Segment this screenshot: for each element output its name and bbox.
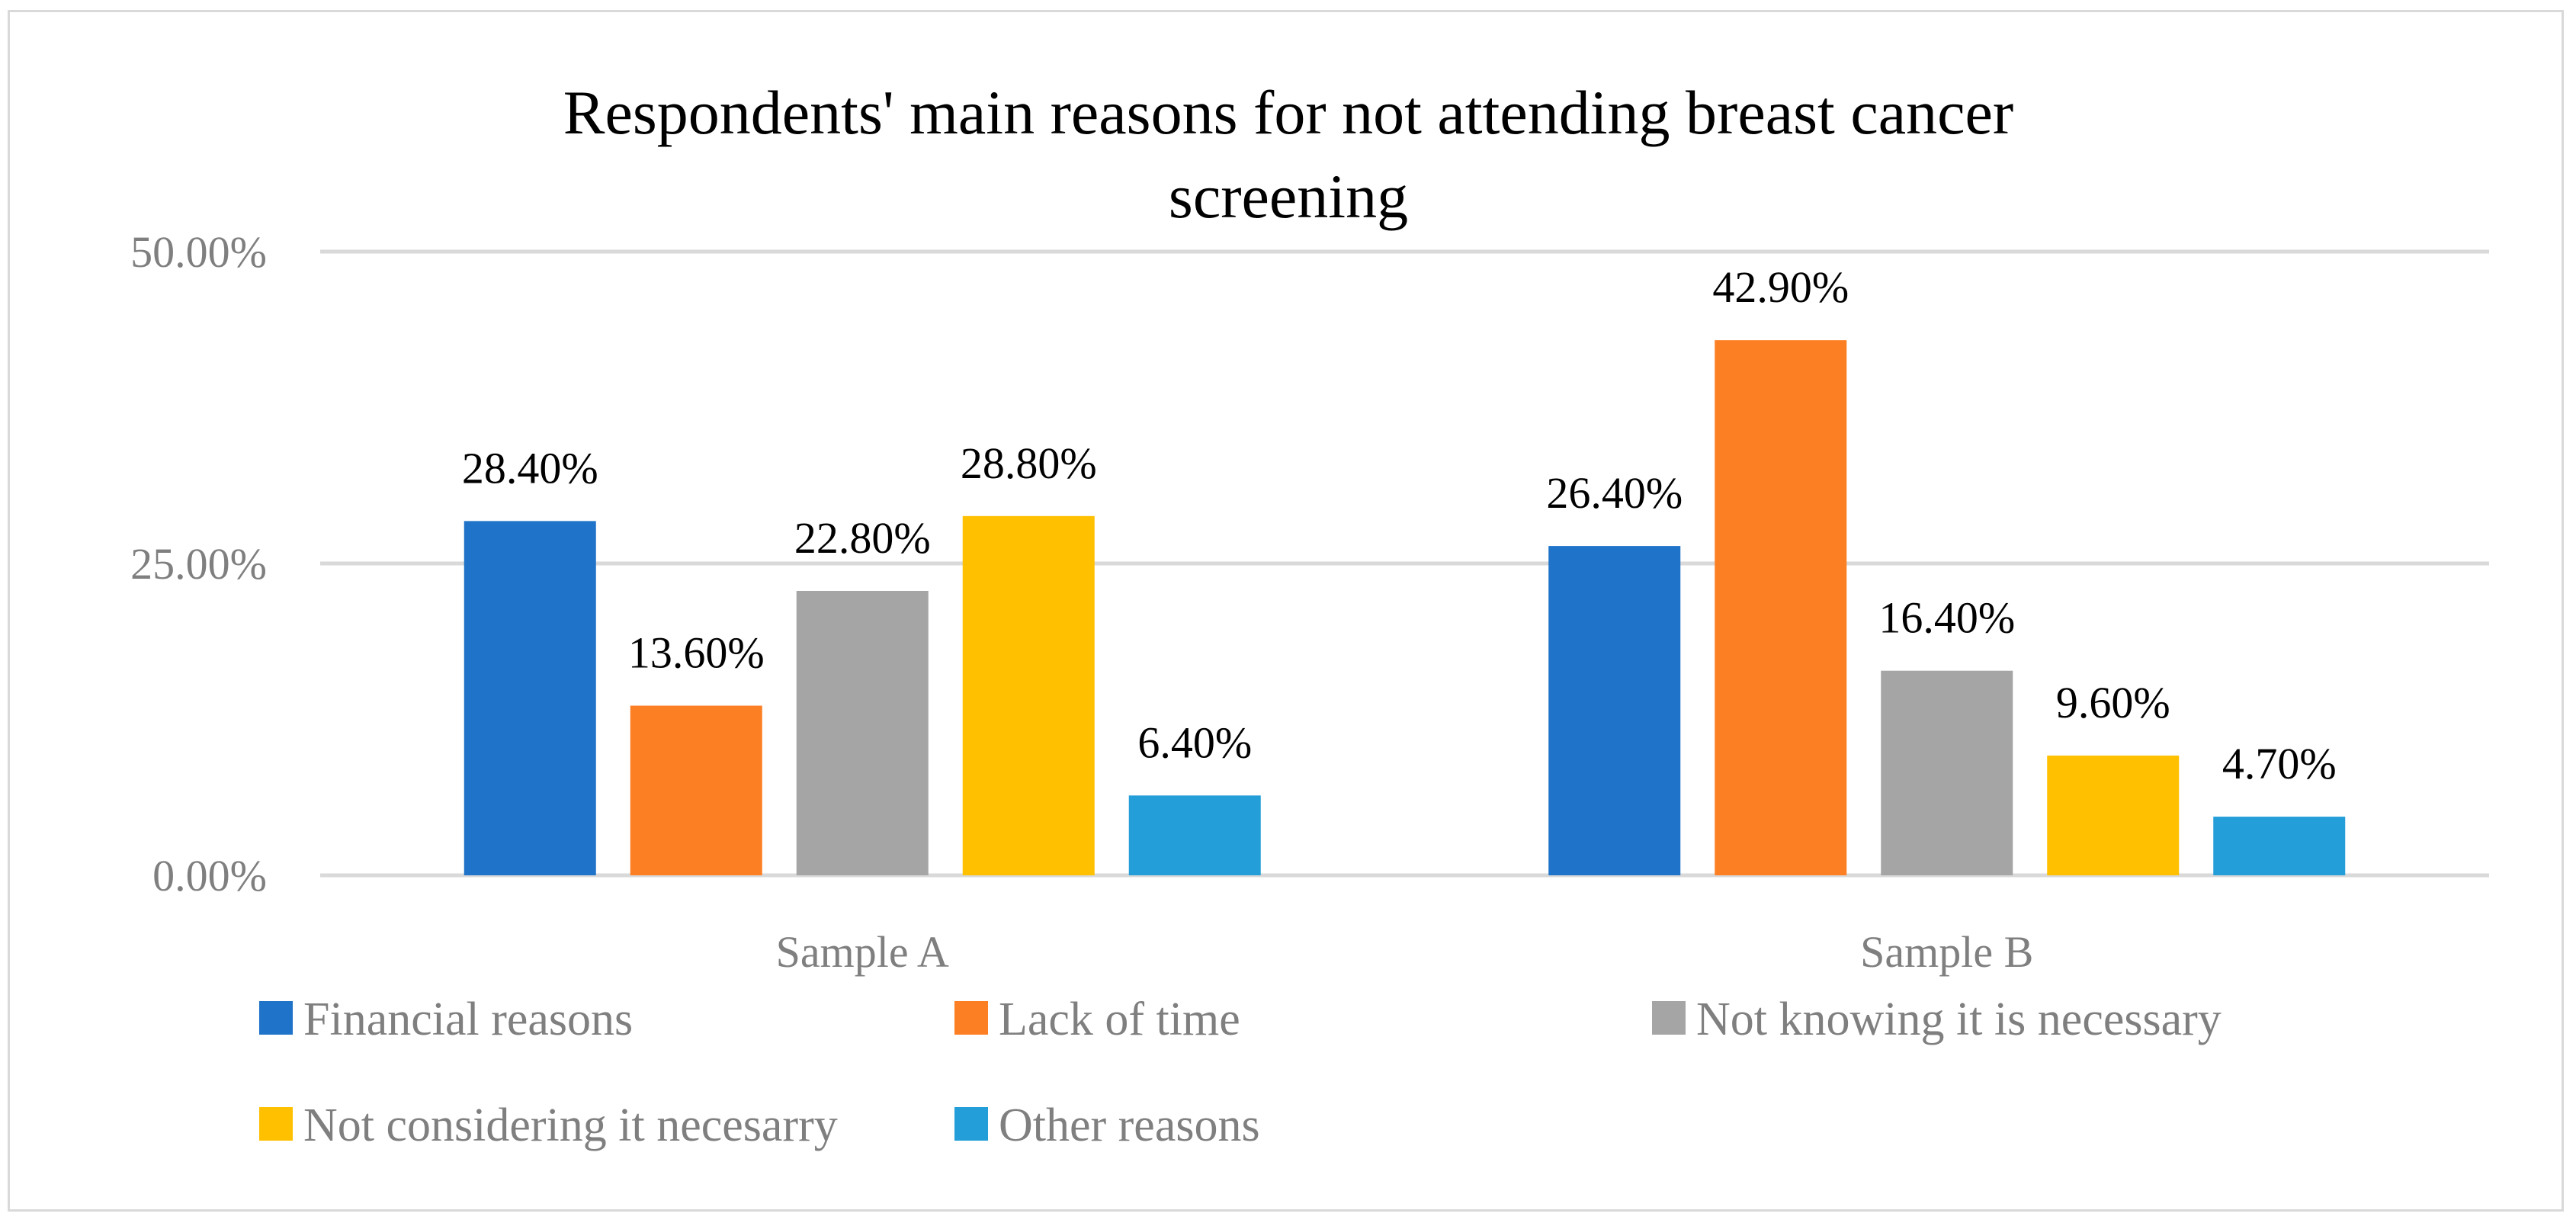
legend-swatch [259, 1107, 293, 1141]
x-axis-category-labels: Sample A Sample B [776, 927, 2034, 977]
bar [464, 521, 596, 875]
data-label: 6.40% [1137, 717, 1252, 767]
data-label: 28.80% [961, 438, 1097, 488]
bar [630, 705, 762, 875]
legend-label: Not considering it necesarry [303, 1099, 838, 1151]
x-category-label: Sample A [776, 927, 949, 977]
data-label: 28.40% [462, 443, 598, 493]
legend-label: Financial reasons [303, 993, 633, 1045]
legend-swatch [259, 1001, 293, 1035]
bar [2213, 817, 2346, 875]
bar [1881, 670, 2013, 875]
chart-title-line-2: screening [1169, 162, 1408, 231]
bar [1128, 795, 1261, 875]
data-labels: 28.40% 13.60% 22.80% 28.80% 6.40% 26.40% 42.90… [462, 262, 2337, 788]
legend-swatch [1652, 1001, 1686, 1035]
bar [796, 590, 929, 875]
data-label: 16.40% [1878, 593, 2015, 643]
y-tick-label: 25.00% [130, 539, 267, 589]
bar [962, 515, 1095, 875]
data-label: 4.70% [2222, 739, 2337, 788]
data-label: 13.60% [628, 628, 765, 678]
data-label: 22.80% [794, 513, 931, 563]
chart-title-line-1: Respondents' main reasons for not attend… [563, 78, 2013, 147]
data-label: 9.60% [2056, 678, 2170, 727]
bars [464, 340, 2346, 875]
y-axis-tick-labels: 0.00% 25.00% 50.00% [130, 227, 267, 900]
y-tick-label: 0.00% [152, 851, 267, 900]
bar [1548, 546, 1681, 875]
y-tick-label: 50.00% [130, 227, 267, 277]
bar [2047, 755, 2180, 875]
bar [1715, 340, 1847, 875]
legend-swatch [954, 1001, 988, 1035]
legend-label: Not knowing it is necessary [1696, 993, 2222, 1045]
legend-label: Other reasons [999, 1099, 1260, 1151]
chart-title: Respondents' main reasons for not attend… [563, 78, 2013, 231]
legend-swatch [954, 1107, 988, 1141]
data-label: 42.90% [1712, 262, 1849, 312]
legend-label: Lack of time [999, 993, 1240, 1045]
chart-frame [8, 10, 2564, 1212]
legend: Financial reasons Lack of time Not knowing… [259, 993, 2222, 1151]
data-label: 26.40% [1546, 468, 1683, 518]
x-category-label: Sample B [1860, 927, 2033, 977]
